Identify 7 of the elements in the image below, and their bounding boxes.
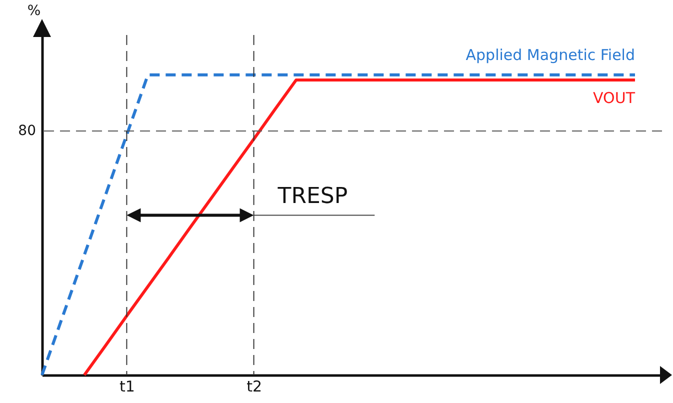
x-tick-label: t2 xyxy=(246,378,262,396)
text: 80 xyxy=(18,123,36,140)
series-label: Applied Magnetic Field xyxy=(466,46,635,64)
y-axis-title: % xyxy=(27,3,41,19)
series-label: VOUT xyxy=(593,89,636,108)
x-tick-label: t1 xyxy=(119,378,135,396)
annotation: TRESP xyxy=(276,184,348,210)
